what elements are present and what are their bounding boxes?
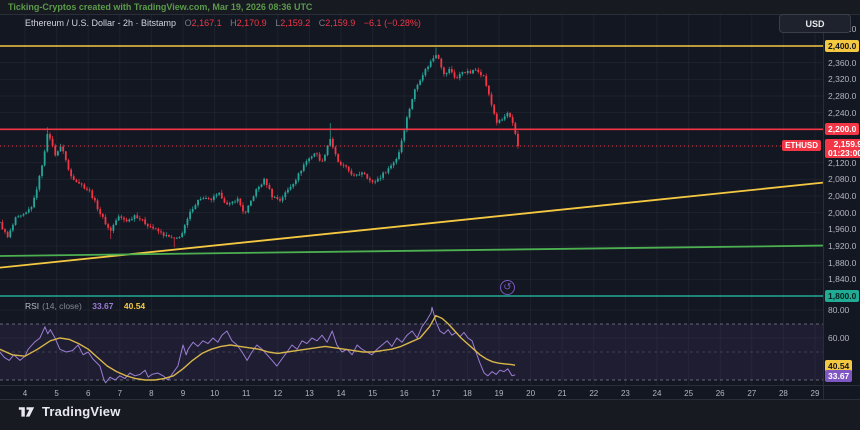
price-axis-divider bbox=[823, 14, 824, 400]
time-tick: 14 bbox=[336, 389, 346, 398]
time-tick: 7 bbox=[117, 389, 123, 398]
time-axis-divider bbox=[0, 385, 860, 386]
price-level-badge-1800: 1,800.0 bbox=[825, 290, 860, 302]
time-tick: 6 bbox=[85, 389, 91, 398]
ohlc-open-label: O bbox=[184, 18, 192, 28]
rsi-yellow-value: 40.54 bbox=[123, 301, 146, 311]
time-tick: 5 bbox=[54, 389, 59, 398]
time-tick: 28 bbox=[778, 389, 788, 398]
last-price-value: 2,159.9 bbox=[833, 139, 860, 149]
tradingview-logo-text: TradingView bbox=[42, 404, 121, 419]
time-tick: 4 bbox=[22, 389, 28, 398]
price-tick: 2,040.0 bbox=[828, 191, 857, 201]
time-tick: 19 bbox=[494, 389, 504, 398]
ohlc-high-value: 2,170.9 bbox=[236, 18, 267, 28]
ohlc-close-value: 2,159.9 bbox=[325, 18, 356, 28]
time-tick: 11 bbox=[242, 389, 251, 398]
price-tick: 2,240.0 bbox=[828, 107, 857, 118]
replay-icon[interactable]: ↺ bbox=[500, 280, 515, 295]
rsi-tick: 60.00 bbox=[828, 333, 850, 343]
rsi-ma-badge: 40.54 bbox=[825, 360, 853, 372]
time-tick: 12 bbox=[273, 389, 283, 398]
tradingview-logo[interactable]: TradingView bbox=[18, 403, 121, 420]
time-tick: 9 bbox=[180, 389, 186, 398]
time-tick: 22 bbox=[589, 389, 599, 398]
price-tick: 1,840.0 bbox=[828, 274, 857, 285]
price-change: −6.1 (−0.28%) bbox=[363, 18, 421, 28]
price-tick: 1,960.0 bbox=[828, 224, 857, 235]
rsi-value-badge: 33.67 bbox=[825, 370, 853, 382]
rsi-params: (14, close) bbox=[42, 301, 82, 311]
rsi-tick: 80.00 bbox=[828, 305, 850, 315]
price-tick: 1,880.0 bbox=[828, 257, 857, 268]
price-tick: 2,080.0 bbox=[828, 174, 857, 185]
ohlc-close-label: C bbox=[318, 18, 326, 28]
price-tick: 2,280.0 bbox=[828, 91, 857, 101]
symbol-title[interactable]: Ethereum / U.S. Dollar - 2h · Bitstamp bbox=[25, 18, 177, 28]
time-tick: 17 bbox=[431, 389, 441, 398]
time-tick: 27 bbox=[747, 389, 757, 398]
time-tick: 25 bbox=[684, 389, 694, 398]
price-tick: 2,120.0 bbox=[828, 157, 857, 168]
time-tick: 8 bbox=[149, 389, 154, 398]
price-tick: 2,000.0 bbox=[828, 207, 857, 218]
watermark-text: Ticking-Cryptos created with TradingView… bbox=[8, 2, 313, 12]
time-tick: 23 bbox=[620, 389, 630, 398]
chart-widget-background bbox=[0, 14, 860, 400]
time-tick: 29 bbox=[810, 389, 820, 398]
time-tick: 21 bbox=[557, 389, 567, 398]
bar-countdown: 01:23:00 bbox=[828, 147, 860, 158]
ohlc-open-value: 2,167.1 bbox=[191, 18, 222, 28]
time-tick: 24 bbox=[652, 389, 662, 398]
time-tick: 10 bbox=[210, 389, 220, 398]
time-tick: 20 bbox=[526, 389, 536, 398]
time-tick: 13 bbox=[304, 389, 314, 398]
ohlc-low-value: 2,159.2 bbox=[280, 18, 311, 28]
rsi-legend: RSI (14, close) 33.67 40.54 bbox=[25, 301, 145, 311]
time-tick: 18 bbox=[462, 389, 472, 398]
price-level-badge-2200: 2,200.0 bbox=[825, 123, 860, 135]
price-level-badge-2400: 2,400.0 bbox=[825, 40, 860, 52]
ohlc-low-label: L bbox=[275, 18, 281, 28]
tradingview-logo-icon bbox=[18, 407, 35, 417]
last-price-badge: 2,159.9 01:23:00 bbox=[825, 139, 860, 158]
price-tick: 1,920.0 bbox=[828, 241, 857, 251]
price-tick: 2,360.0 bbox=[828, 57, 857, 68]
price-tick: 2,320.0 bbox=[828, 74, 857, 85]
currency-button[interactable]: USD bbox=[779, 14, 851, 33]
time-tick: 15 bbox=[368, 389, 378, 398]
rsi-title[interactable]: RSI bbox=[25, 301, 40, 311]
time-tick: 16 bbox=[399, 389, 409, 398]
rsi-purple-value: 33.67 bbox=[92, 301, 114, 311]
time-tick: 26 bbox=[715, 389, 725, 398]
ohlc-high-label: H bbox=[230, 18, 237, 28]
symbol-legend: Ethereum / U.S. Dollar - 2h · Bitstamp O… bbox=[25, 18, 421, 28]
symbol-price-chip: ETHUSD bbox=[782, 140, 821, 151]
